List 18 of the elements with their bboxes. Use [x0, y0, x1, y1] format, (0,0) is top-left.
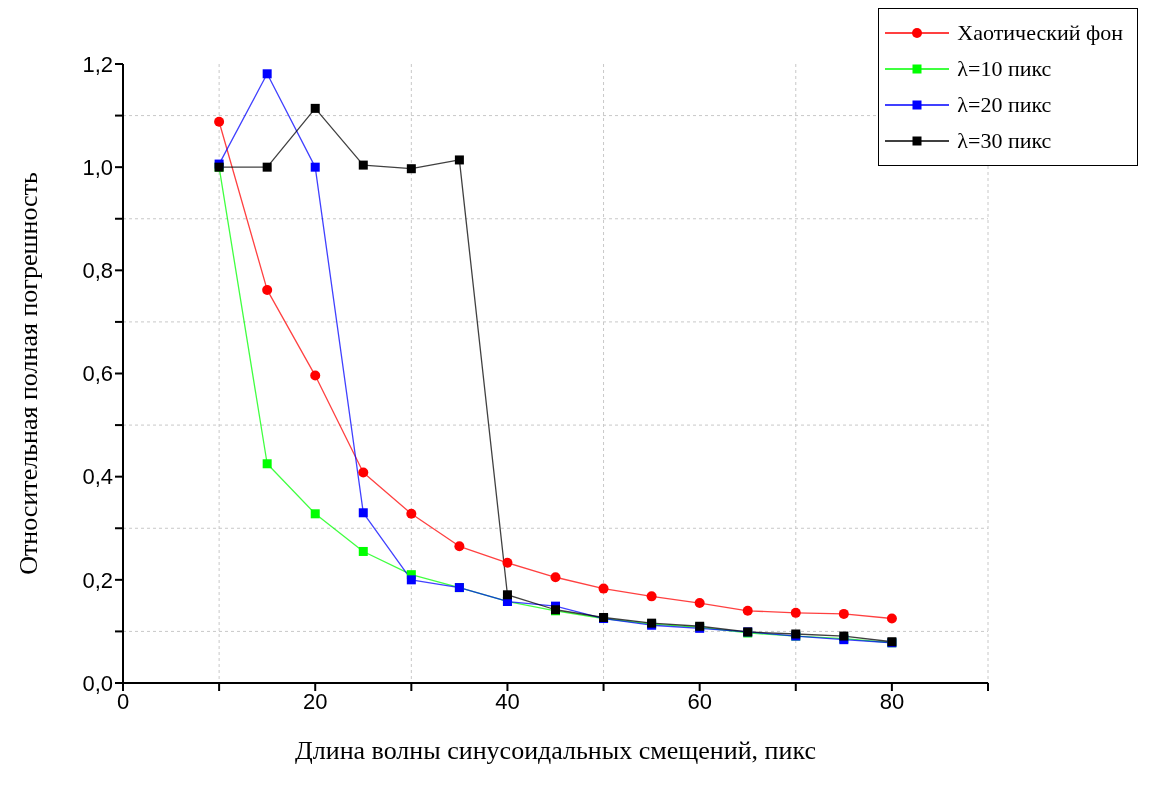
- y-tick-label: 1,2: [82, 51, 113, 77]
- x-tick-label: 60: [687, 688, 712, 714]
- y-tick-label: 0,6: [82, 361, 113, 387]
- x-axis-title: Длина волны синусоидальных смещений, пикс: [295, 736, 816, 765]
- y-tick-label: 0,2: [82, 567, 113, 593]
- x-tick-label: 20: [302, 688, 328, 714]
- legend-label: λ=20 пикс: [957, 92, 1052, 118]
- y-axis-title: Относительная полная погрешность: [14, 172, 44, 575]
- legend-label: Хаотический фон: [957, 20, 1123, 46]
- y-tick-label: 0,0: [82, 670, 113, 696]
- y-tick-label: 1,0: [82, 154, 113, 180]
- x-tick-label: 0: [116, 688, 130, 714]
- x-tick-label: 80: [879, 688, 905, 714]
- y-tick-label: 0,4: [82, 464, 113, 490]
- legend-label: λ=10 пикс: [957, 56, 1052, 82]
- legend-label: λ=30 пикс: [957, 128, 1052, 154]
- y-tick-label: 0,8: [82, 258, 113, 284]
- x-tick-label: 40: [495, 688, 520, 714]
